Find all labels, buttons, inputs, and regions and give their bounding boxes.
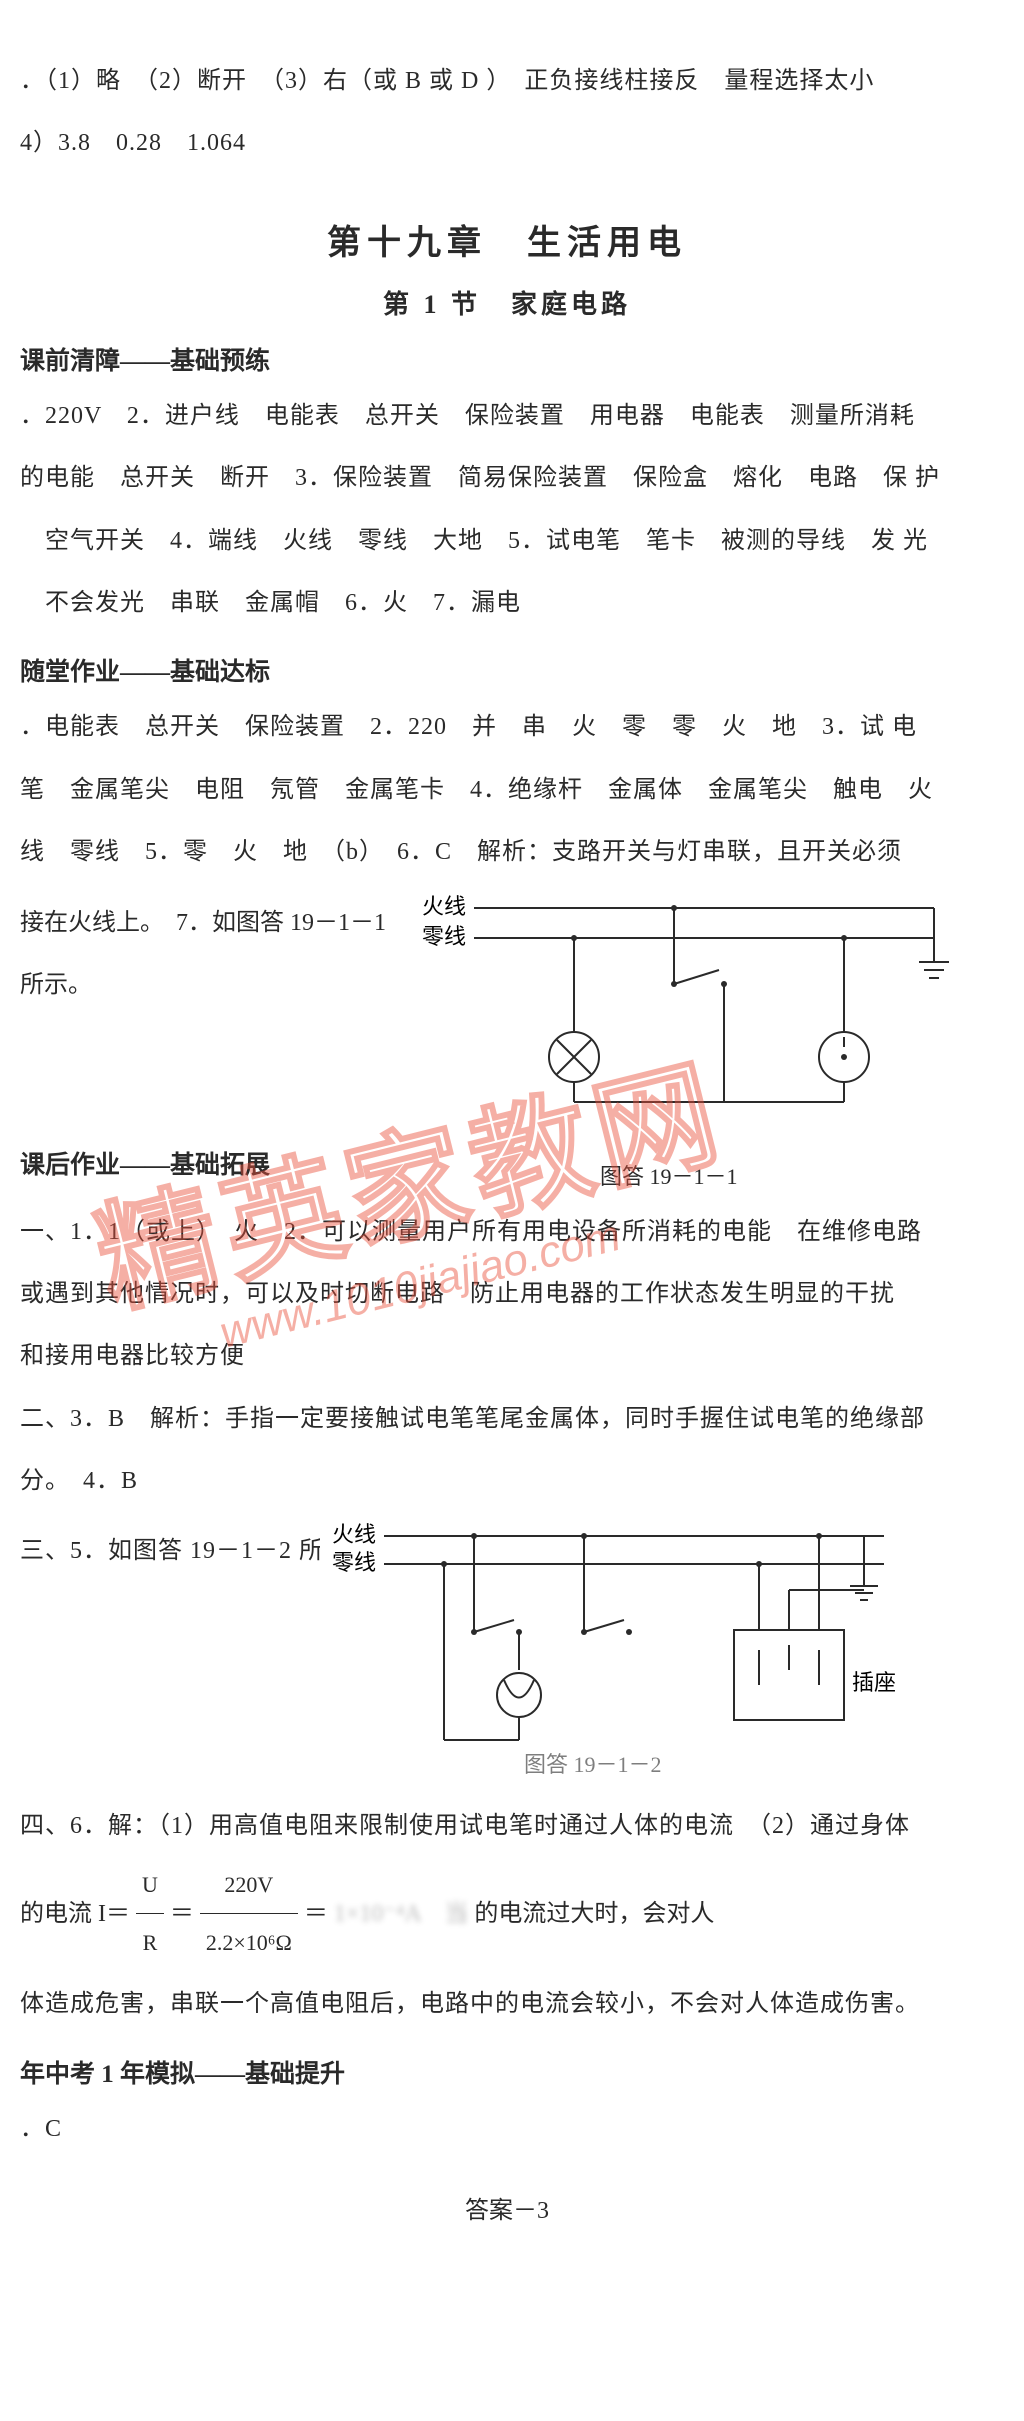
heading-class: 随堂作业——基础达标 [20, 652, 994, 688]
formula-mid: ＝ [170, 1901, 194, 1927]
page-footer: 答案－3 [20, 2190, 994, 2225]
frac-1: U R [136, 1856, 164, 1971]
formula-line: 的电流 I＝ U R ＝ 220V 2.2×10⁶Ω ＝ 1×10⁻⁴A 当 的… [20, 1858, 994, 1973]
blur-region: 1×10⁻⁴A 当 [334, 1883, 469, 1945]
heading-pre: 课前清障——基础预练 [20, 341, 994, 377]
cls-l4: 接在火线上。 7．如图答 19－1－1 所示。 [20, 892, 410, 1017]
post-l6: 三、5．如图答 19－1－2 所示。 [20, 1520, 320, 1582]
top-line-1: ．（1）略 （2）断开 （3）右（或 B 或 D ） 正负接线柱接反 量程选择太… [20, 50, 994, 112]
cls-l3: 线 零线 5．零 火 地 （b） 6．C 解析：支路开关与灯串联，且开关必须 [20, 821, 994, 883]
svg-text:插座: 插座 [852, 1670, 896, 1695]
cls-l1: ．电能表 总开关 保险装置 2．220 并 串 火 零 零 火 地 3．试 电 [20, 696, 994, 758]
ans-c: ．C [20, 2098, 994, 2160]
formula-pre: 的电流 I＝ [20, 1901, 130, 1927]
frac-2: 220V 2.2×10⁶Ω [200, 1856, 298, 1971]
heading-exam: 年中考 1 年模拟——基础提升 [20, 2054, 994, 2090]
diagram2-block: 三、5．如图答 19－1－2 所示。 火线 零线 [20, 1520, 994, 1785]
svg-text:图答 19－1－2: 图答 19－1－2 [524, 1752, 662, 1777]
chapter-title: 第十九章 生活用电 [20, 215, 994, 264]
section-title: 第 1 节 家庭电路 [20, 284, 994, 321]
circuit-diagram-2: 火线 零线 [324, 1520, 924, 1785]
pre-l3: 空气开关 4．端线 火线 零线 大地 5．试电笔 笔卡 被测的导线 发 光 [20, 510, 994, 572]
post-l2: 或遇到其他情况时，可以及时切断电路 防止用电器的工作状态发生明显的干扰 [20, 1263, 994, 1325]
formula-post: ＝ [304, 1901, 328, 1927]
diag1-zero-label: 零线 [422, 924, 466, 949]
post-l4: 二、3．B 解析：手指一定要接触试电笔笔尾金属体，同时手握住试电笔的绝缘部 [20, 1388, 994, 1450]
post-l1: 一、1．1（或上） 火 2．可以测量用户所有用电设备所消耗的电能 在维修电路 [20, 1201, 994, 1263]
post-l3: 和接用电器比较方便 [20, 1325, 994, 1387]
pre-l4: 不会发光 串联 金属帽 6．火 7．漏电 [20, 572, 994, 634]
cls-l2: 笔 金属笔尖 电阻 氖管 金属笔卡 4．绝缘杆 金属体 金属笔尖 触电 火 [20, 759, 994, 821]
post-l5: 分。 4．B [20, 1450, 994, 1512]
pre-l1: ．220V 2．进户线 电能表 总开关 保险装置 用电器 电能表 测量所消耗 [20, 385, 994, 447]
svg-text:火线: 火线 [332, 1522, 376, 1547]
post-l8: 体造成危害，串联一个高值电阻后，电路中的电流会较小，不会对人体造成伤害。 [20, 1973, 994, 2035]
post-l7a: 四、6．解：（1）用高值电阻来限制使用试电笔时通过人体的电流 （2）通过身体 [20, 1795, 994, 1857]
formula-tail: 的电流过大时，会对人 [474, 1901, 714, 1927]
diagram1-block: 接在火线上。 7．如图答 19－1－1 所示。 火线 零线 [20, 892, 994, 1127]
circuit-diagram-1: 火线 零线 [414, 892, 974, 1127]
page: ．（1）略 （2）断开 （3）右（或 B 或 D ） 正负接线柱接反 量程选择太… [0, 0, 1024, 2265]
diag1-fire-label: 火线 [422, 894, 466, 919]
top-line-2: 4）3.8 0.28 1.064 [20, 112, 994, 174]
pre-l2: 的电能 总开关 断开 3．保险装置 简易保险装置 保险盒 熔化 电路 保 护 [20, 447, 994, 509]
svg-text:零线: 零线 [332, 1550, 376, 1575]
